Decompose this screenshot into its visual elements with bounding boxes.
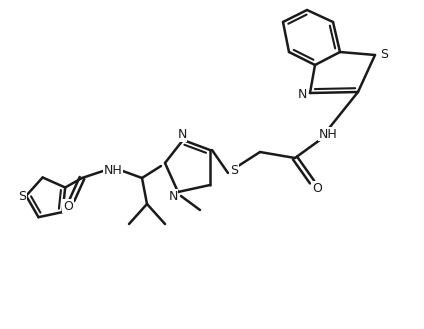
Text: NH: NH (103, 164, 123, 178)
Text: O: O (63, 199, 73, 213)
Text: N: N (177, 129, 187, 141)
Text: NH: NH (318, 128, 338, 140)
Text: N: N (168, 190, 178, 203)
Text: O: O (312, 182, 322, 194)
Text: S: S (18, 190, 26, 203)
Text: S: S (230, 164, 238, 178)
Text: N: N (297, 89, 307, 102)
Text: S: S (380, 48, 388, 62)
